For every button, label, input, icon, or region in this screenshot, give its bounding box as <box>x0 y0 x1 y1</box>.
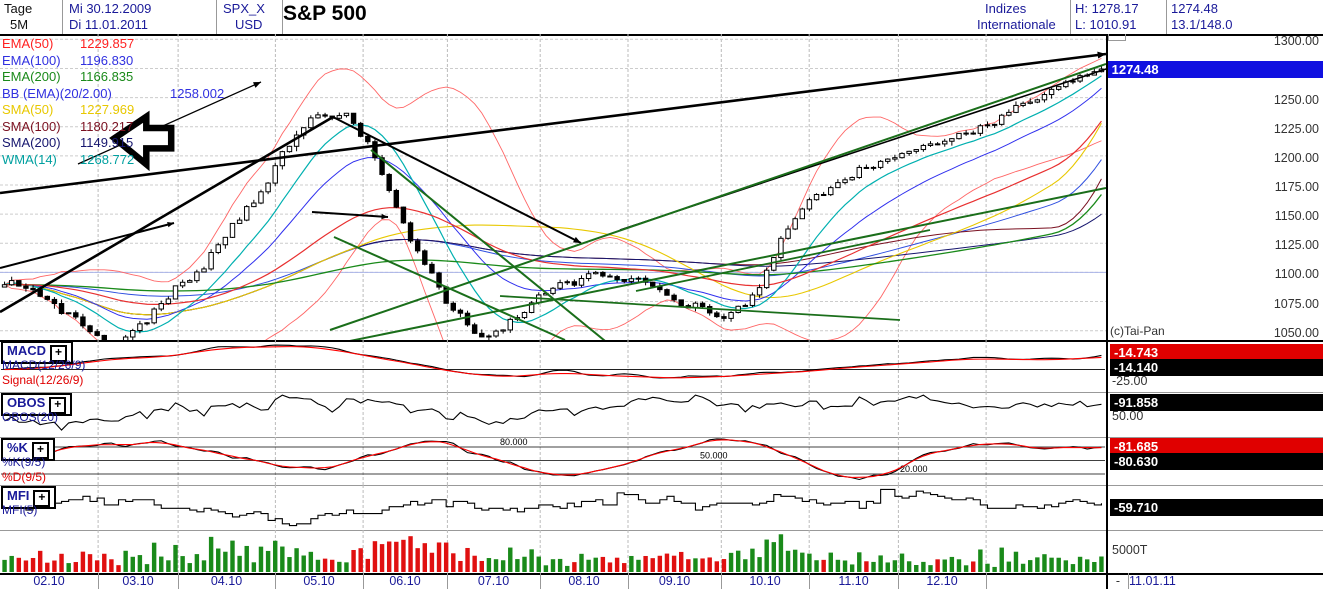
svg-text:50.000: 50.000 <box>700 451 728 461</box>
svg-text:80.000: 80.000 <box>500 437 528 447</box>
